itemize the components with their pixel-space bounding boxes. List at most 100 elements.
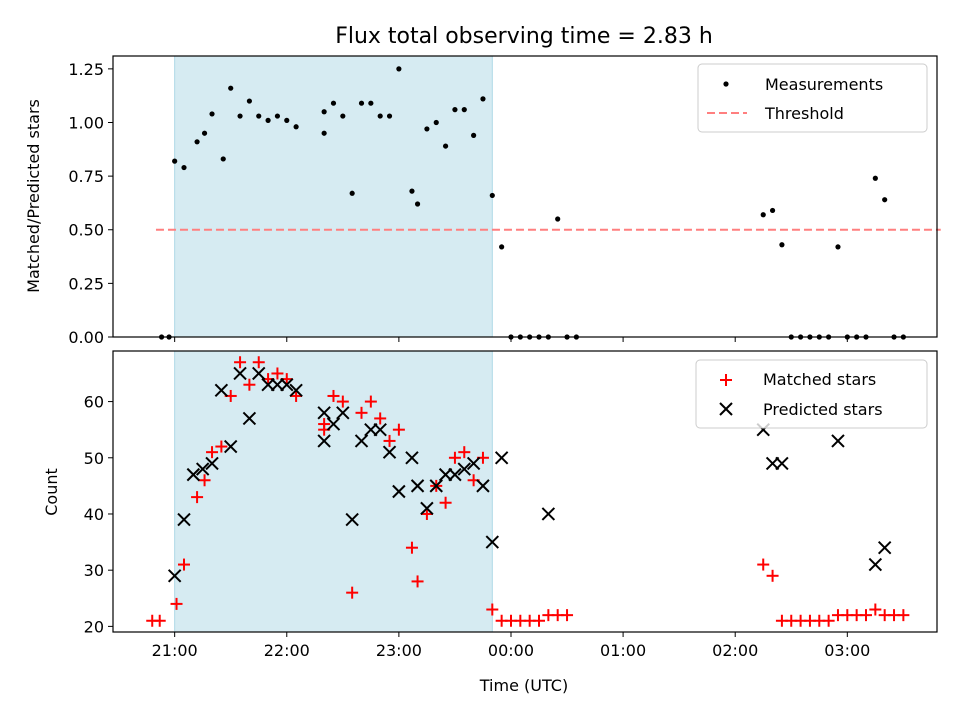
measurement-point [228, 85, 234, 91]
predicted-star-point [195, 462, 210, 476]
matched-star-point [869, 603, 882, 616]
predicted-star-point [280, 378, 294, 392]
measurement-point [377, 113, 383, 119]
predicted-star-point [457, 462, 471, 476]
predicted-star-point [448, 467, 462, 482]
bottom-legend: Matched stars Predicted stars [695, 359, 928, 429]
matched-star-point [383, 434, 396, 447]
bottom-legend-box [695, 359, 928, 429]
predicted-stars-series [167, 366, 892, 583]
predicted-star-point [405, 451, 419, 465]
measurement-point [461, 107, 467, 113]
measurement-point [358, 100, 365, 106]
top-y-axis-label: Matched/Predicted stars [24, 99, 43, 293]
measurement-point [246, 98, 252, 104]
predicted-star-point [336, 406, 350, 420]
predicted-star-point [289, 383, 303, 398]
predicted-star-point [429, 479, 443, 493]
top-axes: 0.00 0.25 0.50 0.75 1.00 1.25 Matched/Predict… [24, 55, 941, 347]
bottom-y-tick-label: 20 [84, 617, 104, 636]
measurement-point [414, 201, 421, 207]
measurement-point [194, 139, 200, 145]
predicted-star-point [317, 434, 331, 448]
measurement-point [424, 126, 430, 132]
measurement-point [760, 212, 766, 218]
legend-predicted-marker [719, 402, 733, 416]
matched-star-point [153, 614, 166, 627]
top-legend-box [697, 63, 928, 133]
x-tick-label: 02:00 [712, 641, 758, 660]
matched-star-point [533, 614, 546, 627]
measurement-point [499, 244, 505, 250]
bottom-y-tick-label: 50 [84, 449, 104, 468]
predicted-star-point [233, 366, 247, 381]
predicted-star-point [242, 411, 257, 426]
predicted-star-point [476, 479, 490, 493]
measurement-point [368, 100, 374, 106]
measurement-point [209, 111, 215, 117]
matched-star-point [234, 356, 247, 369]
matched-star-point [191, 491, 204, 504]
measurement-point [872, 175, 878, 181]
matched-star-point [252, 356, 265, 369]
predicted-star-point [354, 434, 369, 448]
bottom-axes: 20 30 40 50 60 21:00 22:00 23:00 00:00 01:00 02:0… [42, 350, 938, 695]
predicted-star-point [775, 456, 789, 471]
x-axis-label: Time (UTC) [479, 676, 568, 695]
bottom-y-tick-label: 30 [84, 561, 104, 580]
matched-star-point [757, 558, 770, 571]
predicted-star-point [205, 456, 219, 471]
predicted-star-point [167, 569, 182, 583]
measurement-point [409, 188, 415, 194]
predicted-star-point [382, 445, 397, 459]
legend-matched-label: Matched stars [763, 370, 876, 389]
measurement-point [293, 124, 299, 130]
x-tick-label: 22:00 [264, 641, 310, 660]
matched-star-point [458, 446, 471, 459]
measurements-series [158, 66, 906, 340]
measurement-point [274, 113, 281, 119]
top-y-tick-label: 1.25 [68, 60, 104, 79]
measurement-point [321, 109, 327, 115]
measurement-point [340, 113, 346, 119]
predicted-star-point [373, 422, 387, 437]
top-y-tick-label: 1.00 [68, 113, 104, 132]
bottom-axes-frame [112, 350, 938, 633]
predicted-star-point [466, 456, 481, 471]
top-y-tick-label: 0.75 [68, 167, 104, 186]
measurement-point [480, 96, 486, 102]
top-axes-frame [112, 55, 938, 338]
matched-star-point [206, 446, 219, 459]
x-tick-label: 01:00 [600, 641, 646, 660]
predicted-star-point [541, 507, 556, 521]
predicted-star-point [177, 512, 191, 527]
top-y-tick-label: 0.50 [68, 221, 104, 240]
matched-star-point [448, 451, 461, 464]
x-tick-label: 03:00 [824, 641, 870, 660]
measurement-point [396, 66, 402, 72]
top-shaded-interval [174, 55, 493, 338]
matched-star-point [766, 569, 779, 582]
predicted-star-point [420, 501, 434, 516]
x-tick-label: 23:00 [376, 641, 422, 660]
matched-star-point [336, 395, 349, 408]
measurement-point [330, 100, 337, 106]
measurement-point [172, 158, 178, 164]
predicted-star-point [214, 383, 229, 398]
bottom-y-axis-label: Count [42, 468, 61, 516]
matched-star-point [897, 609, 910, 622]
measurement-point [321, 130, 327, 136]
predicted-star-point [392, 484, 406, 499]
measurement-point [769, 207, 776, 214]
bottom-y-ticks: 20 30 40 50 60 [84, 393, 113, 636]
matched-star-point [318, 418, 331, 431]
top-y-tick-label: 0.25 [68, 274, 104, 293]
predicted-star-point [877, 540, 892, 555]
matched-star-point [561, 609, 574, 622]
matched-star-point [405, 541, 418, 554]
measurement-point [220, 156, 226, 162]
predicted-star-point [224, 439, 238, 454]
matched-star-point [392, 423, 405, 436]
matched-star-point [374, 412, 387, 425]
bottom-x-ticks: 21:00 22:00 23:00 00:00 01:00 02:00 03:00 [152, 632, 870, 660]
